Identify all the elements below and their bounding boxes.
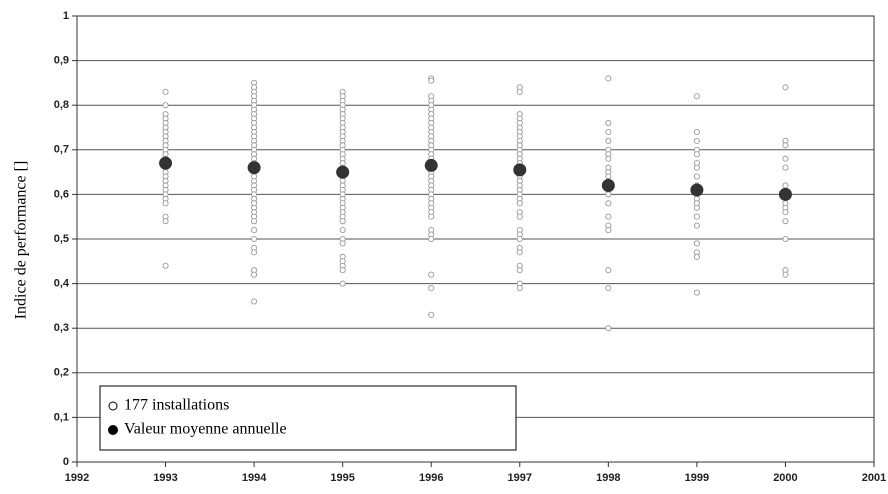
x-tick-label: 1998: [596, 472, 620, 484]
point: [251, 271, 258, 278]
y-tick-label: 0,7: [54, 144, 69, 156]
point: [339, 218, 346, 225]
point: [782, 142, 789, 149]
point: [605, 137, 612, 144]
y-tick-label: 0,8: [54, 99, 69, 111]
point: [782, 218, 789, 225]
y-tick-label: 1: [63, 10, 69, 22]
x-tick-label: 1997: [508, 472, 532, 484]
point: [605, 213, 612, 220]
point: [605, 128, 612, 136]
legend-box: [99, 385, 517, 451]
point: [693, 164, 700, 171]
point: [428, 77, 435, 84]
y-axis-label: Indice de performance []: [13, 161, 30, 320]
point: [693, 222, 700, 229]
mean-point: [336, 165, 350, 179]
point: [605, 191, 612, 198]
x-tick-label: 2001: [862, 472, 886, 484]
point: [605, 119, 612, 127]
y-tick-label: 0,9: [54, 55, 69, 67]
point: [782, 164, 789, 171]
point: [162, 218, 169, 225]
point: [251, 218, 258, 225]
x-tick-label: 1992: [65, 472, 89, 484]
mean-point: [513, 163, 527, 177]
point: [782, 182, 789, 189]
point: [162, 200, 169, 207]
point: [605, 75, 612, 82]
point: [516, 235, 523, 243]
y-tick-label: 0: [63, 456, 69, 468]
point: [782, 235, 789, 243]
point: [162, 88, 169, 95]
point: [339, 227, 346, 234]
point: [516, 213, 523, 220]
point: [693, 204, 700, 211]
point: [428, 213, 435, 220]
point: [693, 213, 700, 220]
point: [428, 271, 435, 278]
point: [782, 209, 789, 216]
point: [693, 137, 700, 144]
point: [516, 285, 523, 292]
x-tick-label: 1994: [242, 472, 267, 484]
y-tick-label: 0,5: [54, 233, 69, 245]
point: [428, 311, 435, 318]
legend-label: 177 installations: [124, 397, 229, 414]
mean-point: [247, 161, 261, 175]
point: [339, 280, 346, 287]
mean-point: [424, 158, 438, 172]
point: [516, 200, 523, 207]
point: [339, 240, 346, 247]
point: [693, 151, 700, 158]
point: [428, 285, 435, 292]
x-tick-label: 1993: [153, 472, 177, 484]
point: [782, 84, 789, 91]
x-tick-label: 1995: [330, 472, 354, 484]
y-tick-label: 0,6: [54, 188, 69, 200]
point: [782, 155, 789, 162]
point: [251, 298, 258, 305]
mean-point: [601, 178, 615, 192]
y-tick-label: 0,3: [54, 322, 69, 334]
point: [605, 325, 612, 332]
point: [162, 102, 169, 109]
point: [693, 93, 700, 100]
point: [605, 285, 612, 292]
point: [516, 88, 523, 95]
point: [605, 227, 612, 234]
legend-marker: [108, 425, 118, 435]
point: [251, 249, 258, 256]
point: [516, 249, 523, 256]
mean-point: [778, 187, 792, 201]
point: [693, 240, 700, 247]
point: [782, 271, 789, 278]
point: [605, 200, 612, 207]
point: [605, 267, 612, 274]
point: [693, 173, 700, 180]
point: [428, 235, 435, 243]
point: [162, 262, 169, 269]
x-tick-label: 1996: [419, 472, 443, 484]
point: [339, 267, 346, 274]
y-tick-label: 0,1: [54, 411, 69, 423]
point: [693, 289, 700, 296]
mean-point: [159, 156, 173, 170]
legend-marker: [108, 401, 118, 411]
point: [516, 267, 523, 274]
point: [693, 253, 700, 260]
plot-frame: [76, 15, 875, 463]
x-tick-label: 1999: [685, 472, 709, 484]
y-tick-label: 0,4: [54, 278, 70, 290]
point: [251, 227, 258, 234]
mean-point: [690, 183, 704, 197]
y-tick-label: 0,2: [54, 367, 69, 379]
point: [693, 128, 700, 136]
x-tick-label: 2000: [773, 472, 797, 484]
point: [251, 235, 258, 243]
legend-label: Valeur moyenne annuelle: [124, 421, 287, 438]
point: [605, 155, 612, 162]
